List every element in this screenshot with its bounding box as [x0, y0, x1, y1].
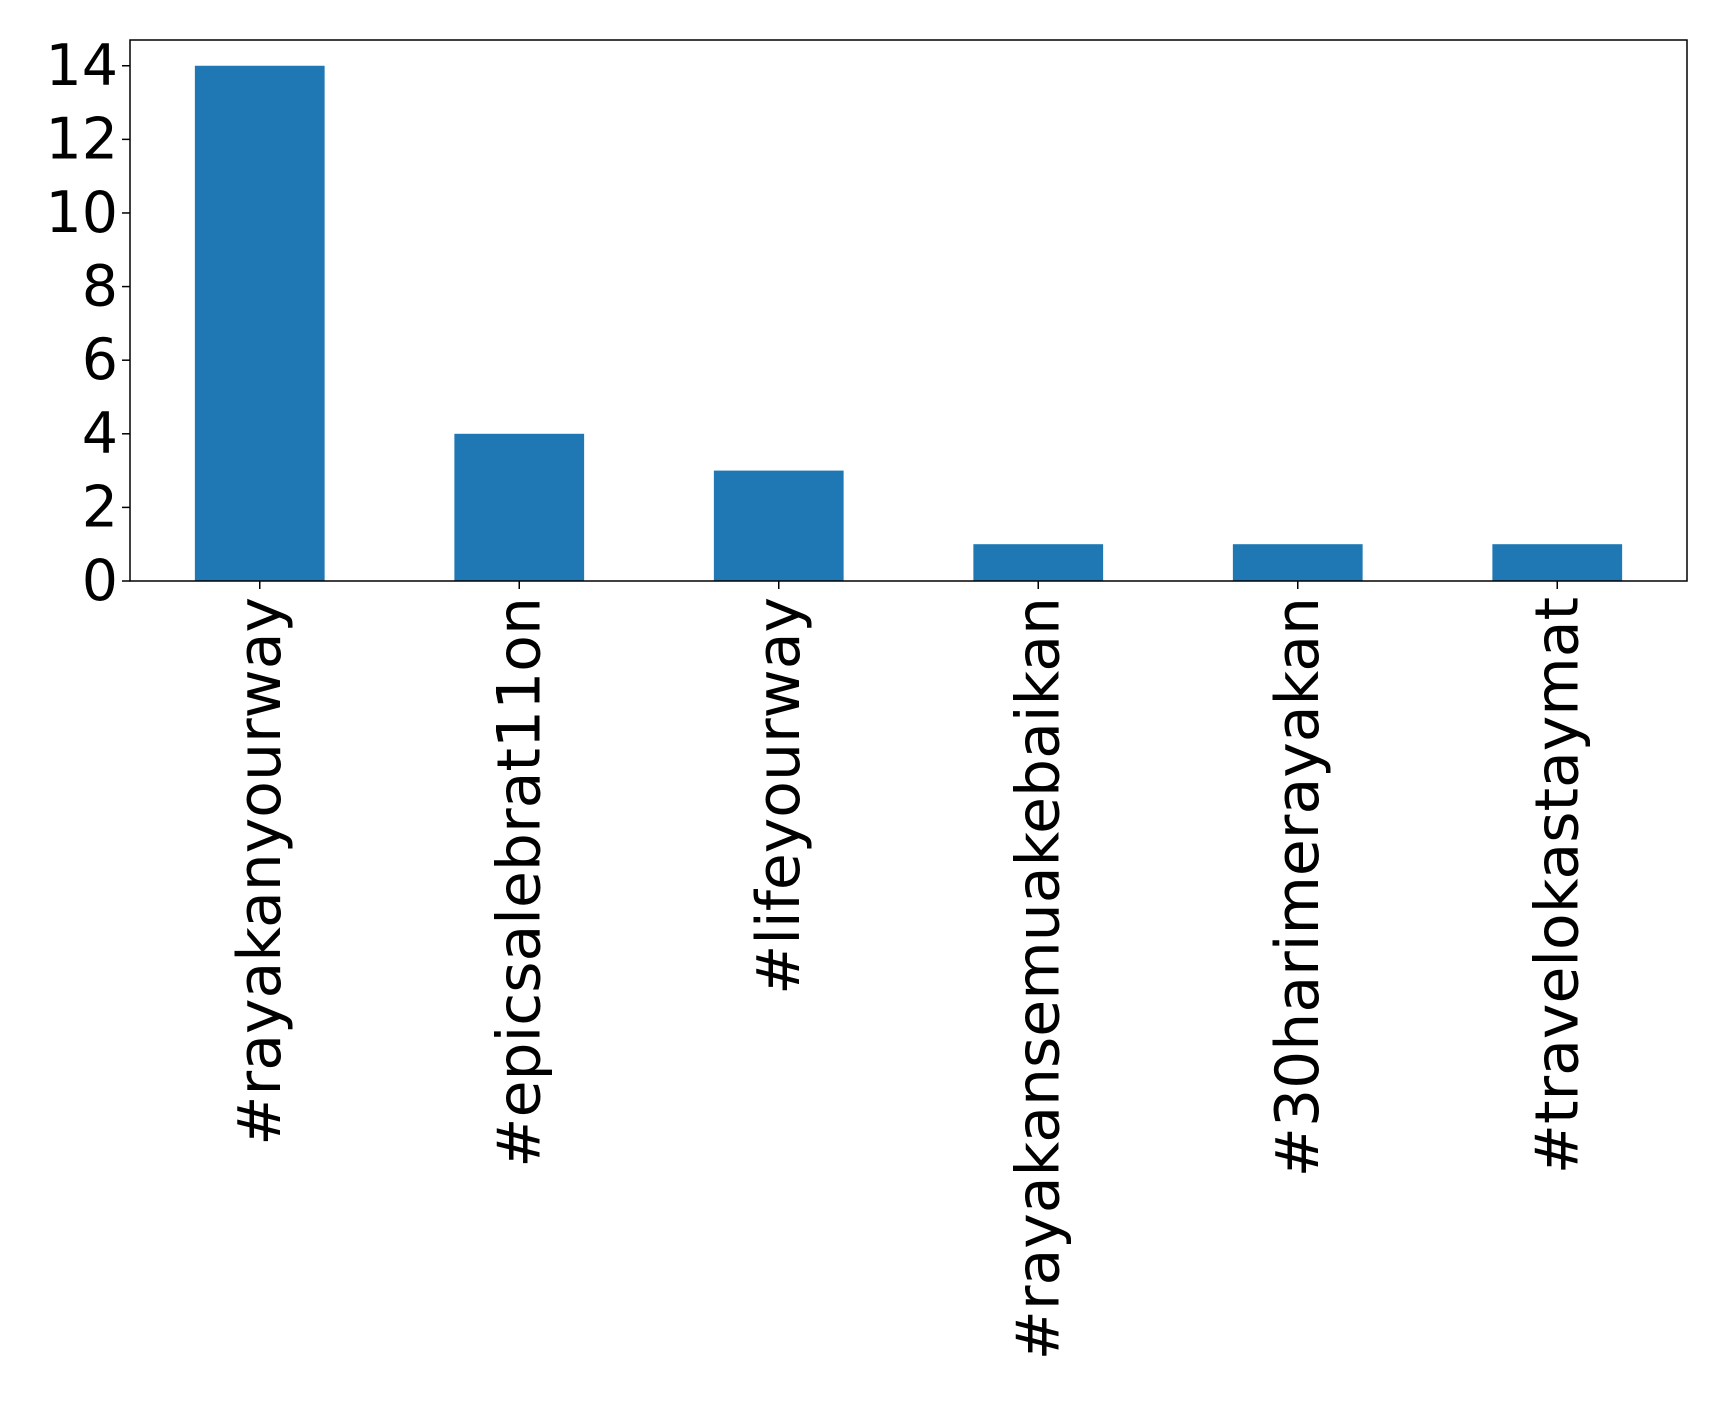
x-tick-label: #30harimerayakan [1263, 597, 1333, 1177]
bar [1232, 544, 1363, 581]
x-tick-label: #epicsalebrat11on [484, 597, 554, 1168]
x-tick-label: #rayakansemuakebaikan [1003, 597, 1073, 1360]
y-tick-label: 14 [45, 33, 118, 99]
bar [194, 65, 325, 581]
bar [1492, 544, 1623, 581]
x-tick-label: #lifeyourway [744, 597, 814, 995]
y-tick-label: 0 [82, 548, 118, 614]
y-tick-label: 12 [45, 106, 118, 172]
x-tick-label: #rayakanyourway [225, 597, 295, 1146]
y-tick-label: 10 [45, 180, 118, 246]
plot-frame [129, 39, 1688, 582]
y-tick-label: 4 [82, 401, 118, 467]
y-tick-label: 6 [82, 327, 118, 393]
bar [454, 433, 585, 581]
bar [973, 544, 1104, 581]
x-tick-label: #travelokastaymat [1522, 597, 1592, 1174]
y-tick-label: 8 [82, 254, 118, 320]
y-tick-label: 2 [82, 474, 118, 540]
bar [713, 470, 844, 581]
